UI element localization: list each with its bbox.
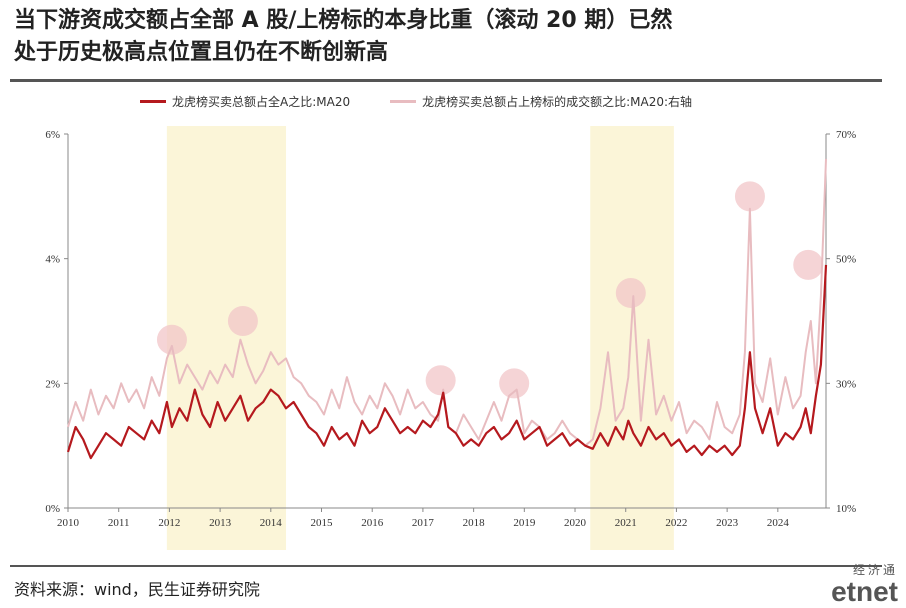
x-tick-label: 2010 xyxy=(57,517,80,529)
legend: 龙虎榜买卖总额占全A之比:MA20 龙虎榜买卖总额占上榜标的成交额之比:MA20… xyxy=(140,93,692,110)
peak-marker xyxy=(615,277,646,308)
x-tick-label: 2022 xyxy=(665,517,687,529)
peak-marker xyxy=(425,365,456,396)
right-tick-label: 70% xyxy=(836,129,856,141)
left-tick-label: 2% xyxy=(45,378,60,390)
axes xyxy=(64,133,830,512)
x-tick-label: 2014 xyxy=(260,517,283,529)
x-tick-label: 2012 xyxy=(158,517,180,529)
left-tick-label: 0% xyxy=(45,503,60,515)
x-tick-label: 2021 xyxy=(615,517,637,529)
peak-marker xyxy=(227,306,258,336)
chart-title: 当下游资成交额占全部 A 股/上榜标的本身比重（滚动 20 期）已然 处于历史极… xyxy=(14,5,894,69)
left-tick-label: 6% xyxy=(45,129,60,141)
x-tick-label: 2017 xyxy=(412,517,435,529)
source-note: 资料来源：wind，民生证券研究院 xyxy=(14,580,260,599)
x-tick-label: 2015 xyxy=(311,517,334,529)
watermark-top: 经济通 xyxy=(852,563,898,577)
x-tick-label: 2018 xyxy=(463,517,486,529)
left-tick-label: 4% xyxy=(45,254,60,266)
legend-label-left: 龙虎榜买卖总额占全A之比:MA20 xyxy=(172,95,351,109)
peak-markers xyxy=(156,181,824,399)
legend-item-left: 龙虎榜买卖总额占全A之比:MA20 xyxy=(140,93,350,110)
legend-item-right: 龙虎榜买卖总额占上榜标的成交额之比:MA20:右轴 xyxy=(390,93,692,110)
x-tick-label: 2020 xyxy=(564,517,587,529)
series-lines xyxy=(66,158,828,460)
x-tick-label: 2024 xyxy=(767,517,790,529)
right-tick-label: 50% xyxy=(836,254,856,266)
peak-marker xyxy=(156,324,187,355)
title-line-2: 处于历史极高点位置且仍在不断创新高 xyxy=(14,40,389,65)
highlight-bands xyxy=(166,126,674,550)
x-tick-label: 2011 xyxy=(108,517,130,529)
source-divider xyxy=(10,565,882,567)
legend-swatch-right xyxy=(390,100,417,103)
chart-plot: 0% 2% 4% 6% 10% 30% 50% 70% 2010 2011 2012 2013 2014… xyxy=(45,126,856,550)
x-tick-label: 2016 xyxy=(361,517,384,529)
peak-marker xyxy=(793,249,824,280)
series-line-left xyxy=(66,264,828,460)
title-line-1: 当下游资成交额占全部 A 股/上榜标的本身比重（滚动 20 期）已然 xyxy=(14,8,673,33)
x-tick-label: 2013 xyxy=(209,517,232,529)
peak-marker xyxy=(734,181,765,212)
peak-marker xyxy=(499,368,530,399)
right-tick-label: 10% xyxy=(836,503,856,515)
watermark-main: etnet xyxy=(831,576,898,607)
legend-swatch-left xyxy=(140,100,166,103)
x-tick-label: 2019 xyxy=(513,517,536,529)
title-divider xyxy=(10,79,882,82)
x-tick-label: 2023 xyxy=(716,517,739,529)
etnet-watermark: 经济通 etnet xyxy=(831,561,898,606)
right-tick-label: 30% xyxy=(836,378,856,390)
highlight-band-1 xyxy=(590,126,674,550)
tick-labels: 0% 2% 4% 6% 10% 30% 50% 70% 2010 2011 2012 2013 2014… xyxy=(45,129,856,529)
legend-label-right: 龙虎榜买卖总额占上榜标的成交额之比:MA20:右轴 xyxy=(422,95,693,109)
